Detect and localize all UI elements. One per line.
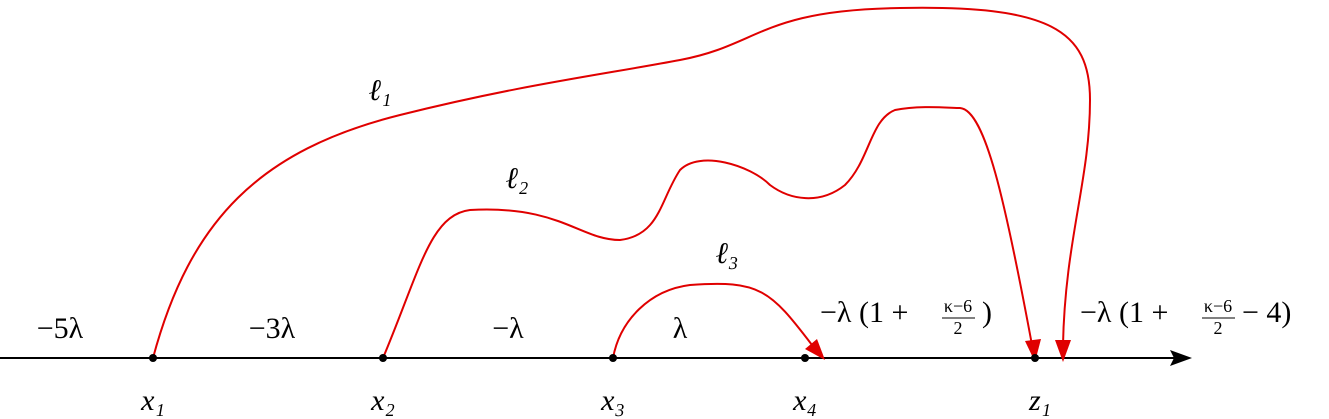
curve-label: ℓ₃	[716, 237, 739, 270]
point	[1031, 354, 1039, 362]
fraction-numerator: κ−6	[1204, 296, 1232, 316]
segment-label: )	[982, 296, 992, 329]
point-label: x₂	[370, 384, 395, 417]
point	[149, 354, 157, 362]
segment-label: −3λ	[249, 312, 296, 345]
point-label: x₄	[792, 384, 817, 417]
fraction-numerator: κ−6	[944, 296, 972, 316]
segment-label: −5λ	[37, 312, 84, 345]
arrowhead	[805, 339, 825, 360]
curve-l2	[382, 106, 1033, 359]
point	[801, 354, 809, 362]
point-label: x₃	[600, 384, 625, 417]
segment-label: − 4)	[1242, 296, 1291, 329]
segment-label: −λ (1 +	[1080, 296, 1168, 329]
point	[609, 354, 617, 362]
segment-label: −λ	[492, 312, 524, 345]
point-label: x₁	[140, 384, 165, 417]
curve-l3	[612, 282, 813, 359]
point-label: z₁	[1028, 384, 1051, 417]
curve-label: ℓ₁	[369, 74, 392, 107]
arrowhead	[1025, 339, 1041, 362]
segment-label: λ	[673, 312, 688, 345]
arrowhead	[1055, 340, 1071, 362]
curve-l1	[152, 6, 1092, 359]
segment-label: −λ (1 +	[820, 296, 908, 329]
point	[379, 354, 387, 362]
fraction-denominator: 2	[1214, 318, 1223, 338]
curve-label: ℓ₂	[506, 162, 529, 195]
axis-arrow	[1170, 350, 1192, 366]
fraction-denominator: 2	[954, 318, 963, 338]
